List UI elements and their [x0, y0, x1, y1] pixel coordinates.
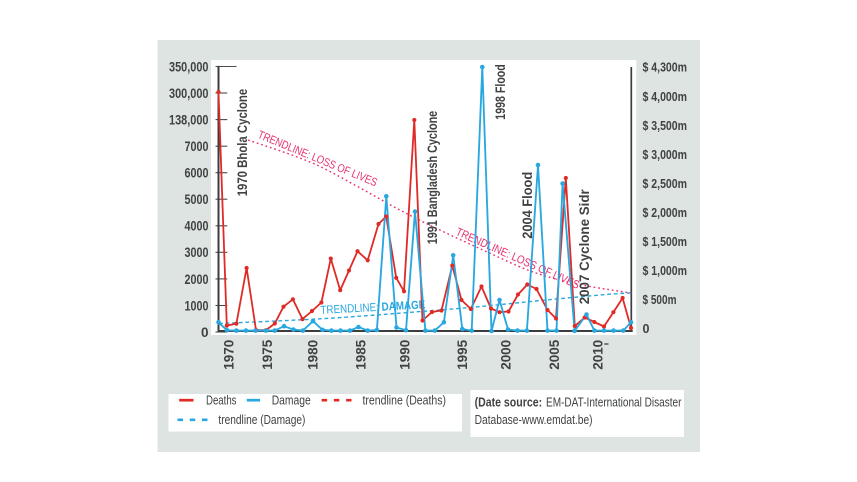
svg-text:EM-DAT-International Disaster: EM-DAT-International Disaster [546, 396, 682, 410]
svg-text:$ 2,500m: $ 2,500m [643, 177, 688, 191]
svg-text:Database-www.emdat.be): Database-www.emdat.be) [475, 413, 593, 427]
svg-text:1985: 1985 [353, 340, 369, 370]
svg-text:1970 Bhola Cyclone: 1970 Bhola Cyclone [234, 89, 250, 197]
svg-text:5000: 5000 [185, 192, 209, 207]
svg-text:1998 Flood: 1998 Flood [492, 64, 508, 120]
svg-text:1995: 1995 [454, 340, 470, 370]
svg-text:300,000: 300,000 [169, 86, 209, 101]
svg-text:1990: 1990 [397, 340, 413, 370]
svg-text:1970: 1970 [220, 340, 236, 370]
svg-text:2004 Flood: 2004 Flood [519, 172, 535, 239]
svg-text:trendline (Deaths): trendline (Deaths) [363, 394, 447, 408]
svg-text:2010: 2010 [590, 340, 606, 370]
svg-text:Deaths: Deaths [206, 394, 237, 408]
svg-text:$ 3,000m: $ 3,000m [643, 148, 688, 162]
svg-text:$ 2,000m: $ 2,000m [643, 206, 688, 220]
svg-text:1975: 1975 [259, 340, 275, 370]
svg-text:2000: 2000 [185, 272, 209, 287]
svg-text:2005: 2005 [546, 340, 562, 370]
svg-text:6000: 6000 [185, 166, 209, 181]
svg-text:$ 3,500m: $ 3,500m [643, 119, 688, 133]
svg-text:(Date source:: (Date source: [475, 396, 542, 410]
svg-text:$ 1,500m: $ 1,500m [643, 235, 688, 249]
svg-text:trendline (Damage): trendline (Damage) [218, 413, 305, 427]
svg-text:$ 1,000m: $ 1,000m [643, 264, 688, 278]
svg-text:1980: 1980 [305, 340, 321, 370]
svg-text:1991 Bangladesh Cyclone: 1991 Bangladesh Cyclone [424, 111, 440, 245]
svg-text:$ 500m: $ 500m [643, 293, 677, 307]
svg-text:2000: 2000 [497, 340, 513, 370]
svg-text:138,000: 138,000 [169, 112, 209, 127]
svg-text:0: 0 [643, 322, 650, 336]
svg-text:2007 Cyclone Sidr: 2007 Cyclone Sidr [576, 189, 592, 305]
svg-text:Damage: Damage [272, 394, 311, 408]
svg-text:4000: 4000 [185, 219, 209, 234]
svg-text:1000: 1000 [185, 298, 209, 313]
svg-text:TRENDLINE: DAMAGE: TRENDLINE: DAMAGE [320, 298, 426, 317]
svg-text:$ 4,300m: $ 4,300m [643, 61, 688, 75]
svg-text:7000: 7000 [185, 139, 209, 154]
svg-text:350,000: 350,000 [169, 59, 209, 74]
svg-text:3000: 3000 [185, 245, 209, 260]
svg-text:$ 4,000m: $ 4,000m [643, 90, 688, 104]
svg-text:0: 0 [201, 325, 209, 340]
